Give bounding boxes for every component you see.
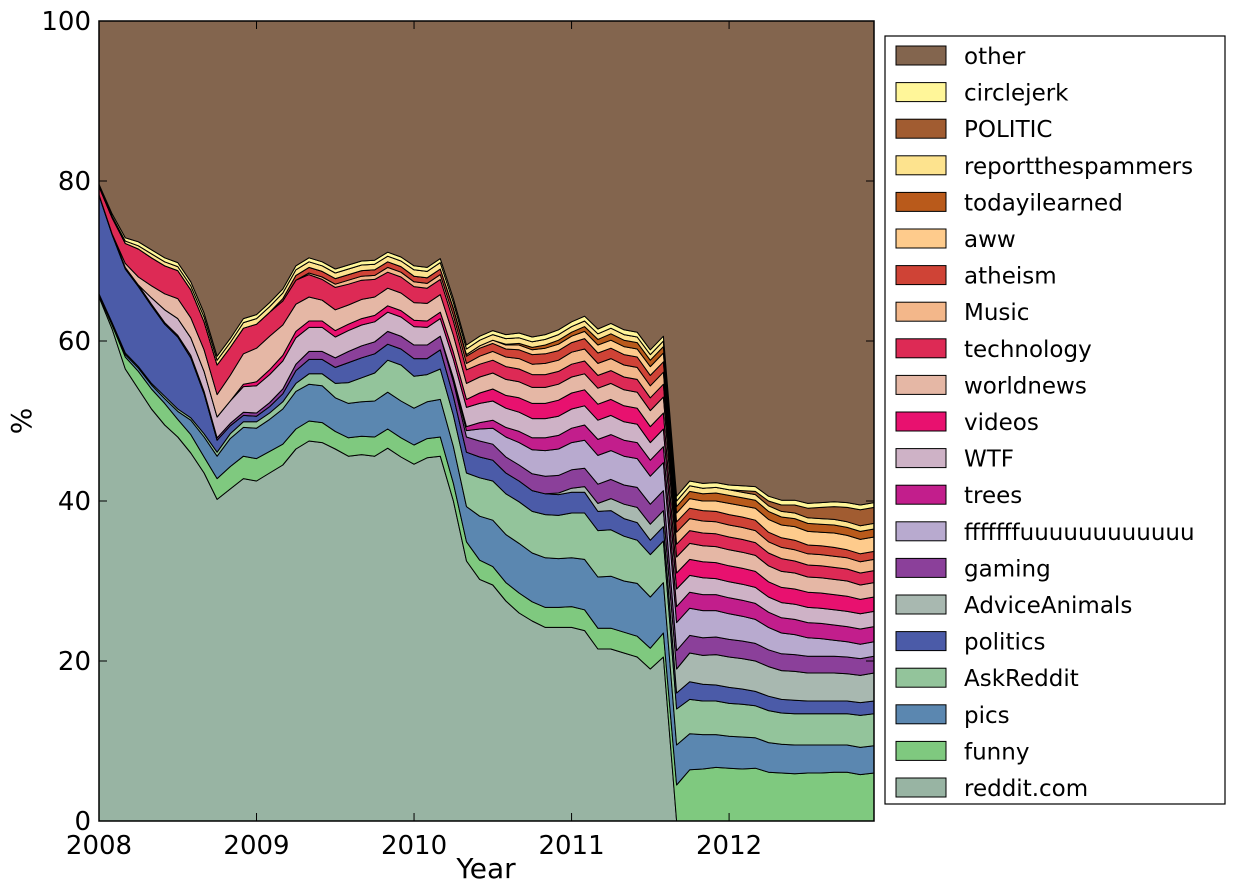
legend-swatch-gaming [895,557,947,578]
x-tick-label: 2010 [381,831,447,861]
legend-label-todayilearned: todayilearned [964,190,1123,216]
legend-swatch-circlejerk [895,82,947,103]
legend-swatch-atheism [895,265,947,286]
legend-label-music: Music [964,300,1029,326]
legend-label-politics: politics [964,630,1046,656]
legend-swatch-reportthespammers [895,155,947,176]
plot-areas [98,20,875,822]
x-tick-label: 2012 [696,831,762,861]
legend-label-worldnews: worldnews [964,373,1087,399]
x-axis-label: Year [455,852,516,885]
x-tick-label: 2009 [223,831,289,861]
legend-swatch-adviceanimals [895,594,947,615]
y-axis-label: % [5,408,38,435]
legend-label-funny: funny [964,739,1029,765]
legend-swatch-reddit-com [895,777,947,798]
y-tick-label: 40 [58,487,91,517]
x-tick-label: 2011 [538,831,604,861]
legend-swatch-politic [895,118,947,139]
legend-swatch-other [895,45,947,66]
y-tick-label: 20 [58,647,91,677]
legend-label-circlejerk: circlejerk [964,81,1069,107]
legend-swatch-fffffffuuuuuuuuuuuu [895,521,947,542]
y-tick-label: 80 [58,167,91,197]
legend-swatch-trees [895,484,947,505]
legend-label-technology: technology [964,337,1092,363]
y-tick-label: 100 [41,7,91,37]
legend-label-reportthespammers: reportthespammers [964,154,1193,180]
legend-label-atheism: atheism [964,264,1057,290]
legend-label-trees: trees [964,483,1022,509]
legend-label-videos: videos [964,410,1039,436]
legend-swatch-worldnews [895,374,947,395]
legend-swatch-technology [895,338,947,359]
legend-label-fffffffuuuuuuuuuuuu: fffffffuuuuuuuuuuuu [964,520,1195,546]
legend-swatch-politics [895,631,947,652]
legend-swatch-funny [895,740,947,761]
legend-swatch-askreddit [895,667,947,688]
legend-label-adviceanimals: AdviceAnimals [964,593,1132,619]
legend-swatch-videos [895,411,947,432]
y-tick-label: 60 [58,327,91,357]
legend-label-aww: aww [964,227,1016,253]
y-tick-label: 0 [74,807,91,837]
legend-swatch-pics [895,704,947,725]
plot-frame [98,20,875,822]
legend-swatch-aww [895,228,947,249]
legend-label-wtf: WTF [964,447,1014,473]
legend-swatch-music [895,301,947,322]
x-axis: 2008 2009 2010 2011 2012 [66,21,762,861]
legend: other circlejerk POLITIC reportthespammers t… [884,35,1226,805]
legend-label-reddit-com: reddit.com [964,776,1088,802]
legend-label-pics: pics [964,703,1010,729]
legend-label-politic: POLITIC [964,117,1052,143]
y-axis: 0 20 40 60 80 100 [41,7,874,837]
legend-swatch-wtf [895,448,947,469]
legend-label-askreddit: AskReddit [964,666,1079,692]
legend-label-gaming: gaming [964,556,1051,582]
x-tick-label: 2008 [66,831,132,861]
legend-swatch-todayilearned [895,191,947,212]
legend-label-other: other [964,44,1026,70]
